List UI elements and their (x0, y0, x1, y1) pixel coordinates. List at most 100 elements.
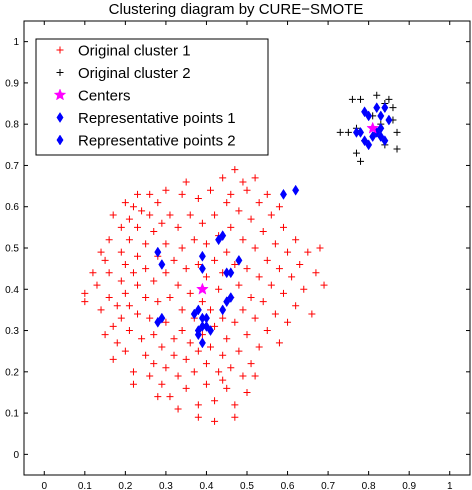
representative-point (219, 230, 227, 242)
data-point-plus (393, 145, 401, 153)
x-tick-label: 0.8 (362, 481, 376, 490)
data-point-plus (117, 248, 125, 256)
data-point-plus (174, 405, 182, 413)
x-tick-label: 0.4 (200, 481, 214, 490)
y-tick-label: 0.1 (5, 409, 19, 420)
data-point-plus (109, 355, 117, 363)
data-point-plus (263, 327, 271, 335)
data-point-plus (93, 281, 101, 289)
representative-point (373, 102, 381, 114)
chart-title: Clustering diagram by CURE−SMOTE (109, 1, 364, 18)
data-point-plus (194, 401, 202, 409)
data-point-plus (178, 327, 186, 335)
data-point-plus (198, 298, 206, 306)
data-point-plus (142, 351, 150, 359)
representative-point (292, 184, 300, 196)
data-point-plus (97, 306, 105, 314)
data-point-plus (247, 294, 255, 302)
data-point-plus (231, 166, 239, 174)
data-point-plus (357, 95, 365, 103)
data-point-plus (117, 314, 125, 322)
data-point-plus (231, 261, 239, 269)
data-point-plus (146, 314, 154, 322)
data-point-plus (296, 261, 304, 269)
x-tick-label: 0.1 (78, 481, 92, 490)
legend-marker (56, 69, 64, 76)
data-point-plus (263, 190, 271, 198)
data-point-plus (219, 174, 227, 182)
data-point-plus (288, 273, 296, 281)
data-point-plus (300, 285, 308, 293)
legend-label: Original cluster 1 (78, 43, 191, 60)
y-axis: 0 0.1 0.2 0.3 0.4 0.5 0.6 0.7 0.8 0.9 1 (5, 37, 470, 461)
representative-point (202, 320, 210, 332)
data-point-plus (198, 219, 206, 227)
data-point-plus (150, 360, 158, 368)
y-tick-label: 0.9 (5, 78, 19, 89)
representative-point (235, 254, 243, 266)
legend-label: Representative points 1 (78, 110, 236, 127)
data-point-plus (267, 211, 275, 219)
data-point-plus (320, 281, 328, 289)
data-point-plus (202, 360, 210, 368)
y-tick-label: 0 (13, 450, 19, 461)
data-point-plus (101, 256, 109, 264)
data-point-plus (146, 211, 154, 219)
data-point-plus (117, 223, 125, 231)
data-point-plus (125, 302, 133, 310)
y-tick-label: 0.6 (5, 202, 19, 213)
data-point-plus (134, 281, 142, 289)
data-point-plus (211, 211, 219, 219)
data-point-plus (162, 269, 170, 277)
data-point-plus (393, 128, 401, 136)
data-point-plus (373, 91, 381, 99)
data-point-plus (121, 199, 129, 207)
representative-point (381, 102, 389, 114)
data-point-plus (202, 240, 210, 248)
data-point-plus (263, 256, 271, 264)
data-point-plus (259, 298, 267, 306)
representative-point (361, 106, 369, 118)
data-point-plus (267, 281, 275, 289)
representative-point (219, 304, 227, 316)
data-point-plus (312, 269, 320, 277)
data-point-plus (336, 128, 344, 136)
y-tick-label: 0.7 (5, 161, 19, 172)
data-point-plus (134, 190, 142, 198)
data-point-plus (251, 174, 259, 182)
data-point-plus (357, 157, 365, 165)
data-point-plus (255, 343, 263, 351)
data-point-plus (129, 380, 137, 388)
data-point-plus (81, 289, 89, 297)
data-point-plus (259, 227, 267, 235)
data-point-plus (166, 393, 174, 401)
x-tick-label: 0.6 (281, 481, 295, 490)
data-point-plus (344, 128, 352, 136)
data-point-plus (271, 310, 279, 318)
representative-point (279, 188, 287, 200)
data-point-plus (284, 318, 292, 326)
data-point-plus (223, 199, 231, 207)
data-point-plus (255, 199, 263, 207)
data-point-plus (231, 413, 239, 421)
data-point-plus (251, 244, 259, 252)
data-point-plus (121, 261, 129, 269)
x-tick-label: 0.9 (402, 481, 416, 490)
data-point-plus (113, 302, 121, 310)
data-point-plus (202, 273, 210, 281)
representative-point (357, 126, 365, 138)
representative-point (377, 110, 385, 122)
data-point-plus (243, 388, 251, 396)
representative-point (194, 329, 202, 341)
data-point-plus (239, 236, 247, 244)
data-point-plus (227, 364, 235, 372)
representative-point (198, 263, 206, 275)
legend-marker (53, 88, 67, 101)
data-point-plus (219, 376, 227, 384)
data-point-plus (239, 306, 247, 314)
representative-point (385, 114, 393, 126)
data-point-plus (211, 417, 219, 425)
data-point-plus (227, 190, 235, 198)
data-point-plus (207, 343, 215, 351)
data-point-plus (178, 190, 186, 198)
